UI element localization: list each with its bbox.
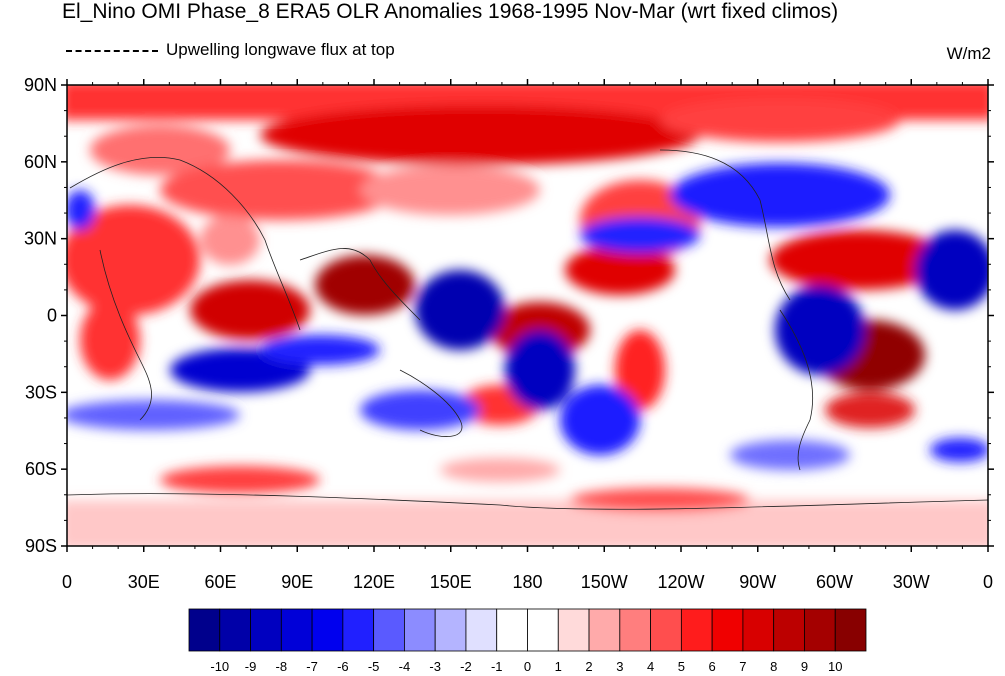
lon-tick-label: 30E: [128, 572, 160, 592]
lon-tick-label: 60E: [204, 572, 236, 592]
units-label: W/m2: [946, 44, 991, 63]
lon-tick-label: 0: [983, 572, 993, 592]
lat-tick-label: 30S: [25, 382, 57, 402]
colorbar-label: 2: [585, 659, 592, 674]
longitude-axis: 0 30E 60E 90E 120E 150E 180 150W 120W 90W 60W 30W 0: [62, 79, 993, 592]
colorbar-label: -7: [306, 659, 318, 674]
colorbar-swatch: [250, 608, 282, 652]
lat-tick-label: 30N: [24, 229, 57, 249]
lat-tick-label: 60S: [25, 459, 57, 479]
colorbar-label: 9: [801, 659, 808, 674]
colorbar-swatch: [804, 608, 836, 652]
colorbar-label: 6: [709, 659, 716, 674]
colorbar-label: -1: [491, 659, 503, 674]
colorbar-label: 5: [678, 659, 685, 674]
colorbar-swatch: [773, 608, 805, 652]
colorbar-label: 1: [555, 659, 562, 674]
lon-tick-label: 90E: [281, 572, 313, 592]
colorbar-swatch: [527, 608, 559, 652]
colorbar-label: 4: [647, 659, 654, 674]
colorbar-label: -9: [245, 659, 257, 674]
colorbar-swatch: [650, 608, 682, 652]
colorbar-swatch: [373, 608, 405, 652]
colorbar-swatch: [342, 608, 375, 652]
lon-tick-label: 150E: [430, 572, 472, 592]
colorbar-label: -6: [337, 659, 349, 674]
lon-tick-label: 180: [512, 572, 542, 592]
colorbar-label: 7: [739, 659, 746, 674]
colorbar-label: -5: [368, 659, 380, 674]
colorbar-label: -10: [210, 659, 229, 674]
anomaly-field: [67, 85, 988, 546]
lon-tick-label: 150W: [581, 572, 628, 592]
colorbar-swatch: [434, 608, 467, 652]
lon-tick-label: 120W: [657, 572, 704, 592]
lat-tick-label: 90S: [25, 536, 57, 556]
colorbar: -10 -9 -8 -7 -6 -5 -4 -3 -2 -1 0 1 2 3 4 5 6 7 8 9 10: [188, 608, 867, 674]
lon-tick-label: 120E: [353, 572, 395, 592]
colorbar-swatch: [465, 608, 498, 652]
lat-tick-label: 90N: [24, 75, 57, 95]
colorbar-swatch: [619, 608, 651, 652]
colorbar-label: 10: [828, 659, 842, 674]
colorbar-swatch: [680, 608, 713, 652]
colorbar-swatch: [588, 608, 621, 652]
colorbar-swatch: [188, 608, 221, 652]
lon-tick-label: 30W: [893, 572, 930, 592]
colorbar-swatch: [496, 608, 528, 652]
colorbar-swatch: [404, 608, 436, 652]
dashed-line-icon: [66, 49, 158, 52]
lon-tick-label: 0: [62, 572, 72, 592]
colorbar-swatch: [711, 608, 744, 652]
map-title: El_Nino OMI Phase_8 ERA5 OLR Anomalies 1…: [62, 0, 839, 23]
colorbar-swatch: [219, 608, 251, 652]
colorbar-label: -4: [399, 659, 411, 674]
contour-legend: Upwelling longwave flux at top: [66, 40, 395, 60]
colorbar-swatch: [280, 608, 313, 652]
colorbar-label: 0: [524, 659, 531, 674]
colorbar-swatch: [311, 608, 344, 652]
coastlines: [67, 149, 988, 510]
colorbar-label: -8: [276, 659, 288, 674]
lat-tick-label: 60N: [24, 152, 57, 172]
colorbar-swatch: [834, 608, 867, 652]
colorbar-swatch: [742, 608, 775, 652]
lon-tick-label: 90W: [739, 572, 776, 592]
colorbar-label: 3: [616, 659, 623, 674]
colorbar-label: -2: [460, 659, 472, 674]
latitude-axis: 90N 60N 30N 0 30S 60S 90S: [24, 75, 994, 556]
lon-tick-label: 60W: [816, 572, 853, 592]
colorbar-label: -3: [429, 659, 441, 674]
legend-text: Upwelling longwave flux at top: [166, 40, 395, 59]
lat-tick-label: 0: [47, 306, 57, 326]
colorbar-label: 8: [770, 659, 777, 674]
colorbar-swatch: [557, 608, 590, 652]
